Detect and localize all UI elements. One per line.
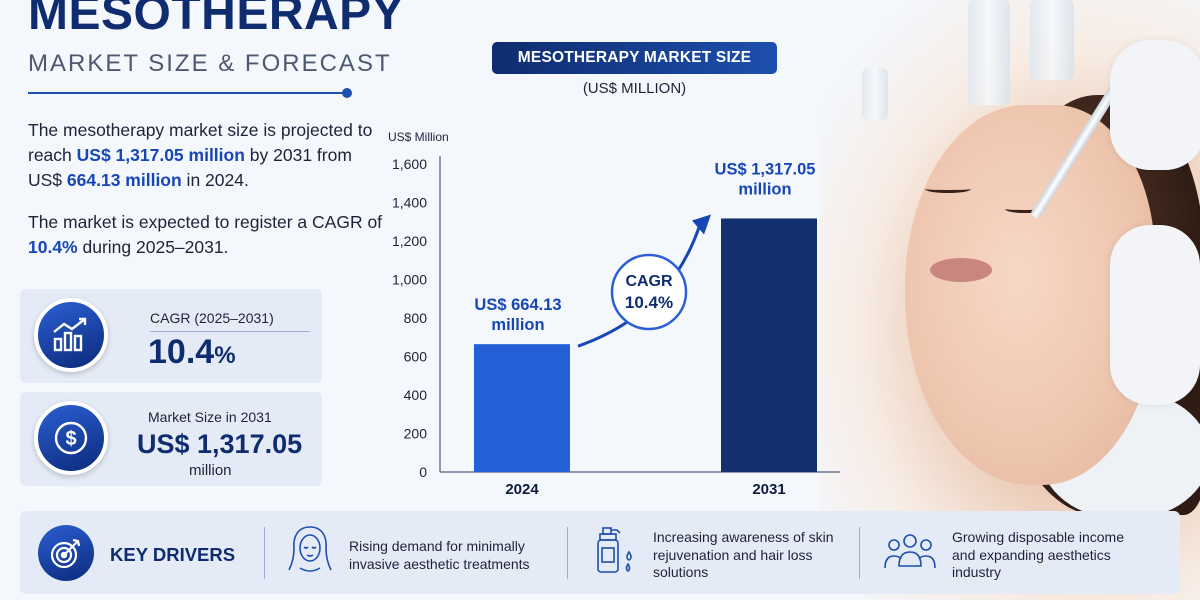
people-group-icon [884,534,936,569]
cagr-number: 10.4 [148,333,215,371]
chart-unit: (US$ MILLION) [582,80,687,97]
driver-text-1: Rising demand for minimally invasive aes… [349,538,530,573]
base-value: 664.13 million [66,170,182,190]
cagr-percent: % [214,342,236,369]
svg-text:$: $ [65,428,76,450]
eye-image [1005,205,1045,213]
y-tick-label: 1,000 [392,272,427,288]
growth-chart-icon [34,298,108,372]
cagr-card: CAGR (2025–2031) 10.4% [20,289,322,383]
bar-chart: US$ Million 0 200 400 600 800 1,000 1,200 1,400 1… [388,130,840,498]
y-tick-label: 1,400 [392,195,427,211]
page-subtitle: MARKET SIZE & FORECAST [28,50,392,77]
forecast-value: US$ 1,317.05 million [76,145,245,165]
driver-line: Increasing awareness of skin [653,529,834,545]
bar-value-label: million [738,180,791,198]
market-size-unit: million [189,462,232,479]
drivers-divider [567,527,568,579]
vial-image [1030,0,1074,80]
vial-image [968,0,1010,105]
key-drivers-title: KEY DRIVERS [110,544,236,565]
target-icon [38,525,94,581]
driver-text-2: Increasing awareness of skin rejuvenatio… [653,529,834,582]
intro-paragraph-1: The mesotherapy market size is projected… [28,118,388,193]
y-tick-label: 1,200 [392,233,427,249]
intro-text: in 2024. [181,170,249,190]
intro-paragraph-2: The market is expected to register a CAG… [28,210,388,260]
chart-title: MESOTHERAPY MARKET SIZE [492,42,777,74]
glove-image [1110,40,1200,170]
dollar-icon: $ [34,401,108,475]
intro-text: The mesotherapy market size is projected… [28,120,373,165]
x-tick-label: 2024 [505,481,539,498]
driver-line: Growing disposable income [952,529,1124,545]
y-tick-label: 400 [404,387,428,403]
drivers-divider [264,527,265,579]
y-tick-label: 0 [419,464,427,480]
y-axis-label: US$ Million [388,130,449,144]
cagr-badge [610,253,688,331]
card-divider [150,331,310,332]
driver-line: industry [952,564,1002,580]
driver-text-3: Growing disposable income and expanding … [952,529,1124,582]
driver-line: rejuvenation and hair loss [653,546,813,563]
intro-text: The market is expected to register a CAG… [28,212,383,232]
serum-bottle-icon [597,527,632,573]
glove-image [1110,225,1200,405]
y-tick-label: 1,600 [392,156,427,172]
y-tick-label: 200 [404,426,428,442]
title-divider [28,92,348,94]
market-size-label: Market Size in 2031 [148,409,272,425]
driver-line: Rising demand for minimally [349,538,525,554]
x-tick-label: 2031 [752,481,785,498]
intro-text: by 2031 from US$ [28,145,352,190]
driver-line: solutions [653,564,709,580]
bar-value-label: US$ 664.13 [474,296,561,314]
cagr-badge-value: 10.4% [625,293,673,312]
drivers-divider [859,527,860,579]
lips-image [930,258,992,282]
bar-value-label: million [491,316,544,334]
cagr-inline-value: 10.4% [28,237,78,257]
bar-2031 [721,218,817,472]
market-size-value: US$ 1,317.05 [137,429,303,459]
cagr-value: 10.4% [148,333,236,372]
market-size-card: $ Market Size in 2031 US$ 1,317.05 milli… [20,392,322,486]
driver-line: invasive aesthetic treatments [349,555,530,572]
title-divider-dot [342,88,352,98]
eye-image [925,185,971,193]
y-tick-label: 600 [404,349,428,365]
growth-arrow-head [692,214,711,235]
woman-face-icon [288,526,332,572]
intro-text: during 2025–2031. [77,237,229,257]
bar-value-label: US$ 1,317.05 [715,160,816,178]
bar-2024 [474,344,570,472]
vial-image [862,68,888,120]
driver-line: and expanding aesthetics [952,546,1111,563]
y-tick-label: 800 [404,310,428,326]
key-drivers-panel [20,511,1180,594]
cagr-badge-label: CAGR [625,273,673,290]
cagr-label: CAGR (2025–2031) [150,310,274,326]
page-title: MESOTHERAPY [28,0,405,40]
